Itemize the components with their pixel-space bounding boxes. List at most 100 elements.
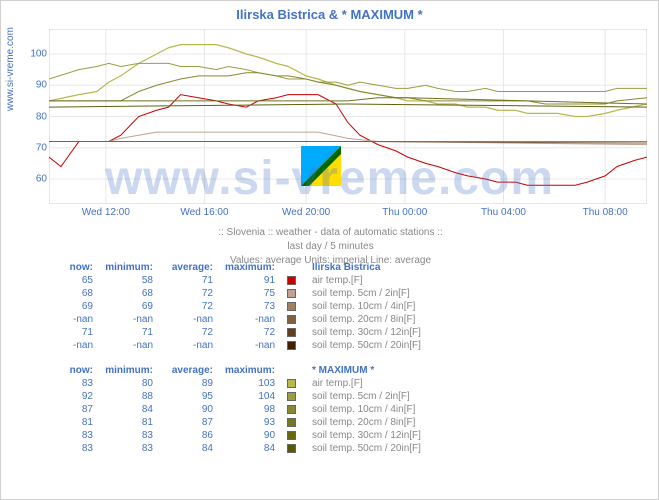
table-row: 69697273soil temp. 10cm / 4in[F]	[49, 300, 506, 313]
swatch-cell	[281, 313, 306, 326]
swatch-cell	[281, 429, 306, 442]
color-swatch	[287, 341, 296, 350]
data-table: now:minimum:average:maximum: Ilirska Bist…	[49, 261, 506, 352]
table-cell: -nan	[159, 339, 219, 352]
color-swatch	[287, 405, 296, 414]
table-row: 71717272soil temp. 30cm / 12in[F]	[49, 326, 506, 339]
table-cell: 90	[219, 429, 281, 442]
table-cell: 65	[49, 274, 99, 287]
table-row: 928895104 soil temp. 5cm / 2in[F]	[49, 390, 506, 403]
table-cell: -nan	[99, 313, 159, 326]
table-row: -nan-nan-nan-nansoil temp. 50cm / 20in[F…	[49, 339, 506, 352]
table-cell: -nan	[49, 313, 99, 326]
color-swatch	[287, 379, 296, 388]
table-cell: 83	[49, 429, 99, 442]
color-swatch	[287, 444, 296, 453]
swatch-cell	[281, 274, 306, 287]
color-swatch	[287, 392, 296, 401]
logo-icon	[301, 146, 341, 186]
swatch-cell	[281, 390, 306, 403]
series-label: soil temp. 50cm / 20in[F]	[306, 339, 506, 352]
table-cell: 68	[49, 287, 99, 300]
swatch-cell	[281, 416, 306, 429]
table-cell: 84	[219, 442, 281, 455]
color-swatch	[287, 328, 296, 337]
table-header: now:	[49, 364, 99, 377]
color-swatch	[287, 276, 296, 285]
table-cell: 86	[159, 429, 219, 442]
table-header: average:	[159, 261, 219, 274]
swatch-cell	[281, 377, 306, 390]
table-cell: 69	[99, 300, 159, 313]
data-tables: now:minimum:average:maximum:Ilirska Bist…	[49, 261, 629, 467]
table-cell: 104	[219, 390, 281, 403]
series-label: soil temp. 5cm / 2in[F]	[306, 287, 506, 300]
table-cell: 83	[49, 442, 99, 455]
table-cell: 58	[99, 274, 159, 287]
table-cell: 83	[99, 442, 159, 455]
series-label: soil temp. 20cm / 8in[F]	[306, 416, 506, 429]
table-row: 81818793soil temp. 20cm / 8in[F]	[49, 416, 506, 429]
series-label: air temp.[F]	[306, 377, 506, 390]
table-row: 83838484soil temp. 50cm / 20in[F]	[49, 442, 506, 455]
table-cell: 95	[159, 390, 219, 403]
line-chart	[49, 29, 647, 204]
table-cell: 83	[99, 429, 159, 442]
swatch-cell	[281, 287, 306, 300]
table-cell: 72	[159, 287, 219, 300]
color-swatch	[287, 289, 296, 298]
y-axis: 60708090100	[29, 29, 47, 204]
table-title: * MAXIMUM *	[306, 364, 506, 377]
table-cell: -nan	[219, 313, 281, 326]
table-cell: 90	[159, 403, 219, 416]
table-row: -nan-nan-nan-nansoil temp. 20cm / 8in[F]	[49, 313, 506, 326]
table-cell: 92	[49, 390, 99, 403]
table-cell: 98	[219, 403, 281, 416]
series-label: soil temp. 30cm / 12in[F]	[306, 326, 506, 339]
swatch-cell	[281, 326, 306, 339]
table-row: 87849098soil temp. 10cm / 4in[F]	[49, 403, 506, 416]
table-row: 838089103air temp.[F]	[49, 377, 506, 390]
table-header: maximum:	[219, 364, 281, 377]
table-header: minimum:	[99, 261, 159, 274]
color-swatch	[287, 418, 296, 427]
info-line: :: Slovenia :: weather - data of automat…	[1, 226, 659, 240]
series-label: soil temp. 10cm / 4in[F]	[306, 403, 506, 416]
swatch-cell	[281, 442, 306, 455]
table-cell: 93	[219, 416, 281, 429]
table-cell: 75	[219, 287, 281, 300]
info-line: last day / 5 minutes	[1, 240, 659, 254]
table-title: Ilirska Bistrica	[306, 261, 506, 274]
table-cell: 89	[159, 377, 219, 390]
series-label: soil temp. 20cm / 8in[F]	[306, 313, 506, 326]
series-label: soil temp. 30cm / 12in[F]	[306, 429, 506, 442]
table-cell: 81	[49, 416, 99, 429]
table-cell: -nan	[49, 339, 99, 352]
table-header: now:	[49, 261, 99, 274]
swatch-cell	[281, 300, 306, 313]
data-table: now:minimum:average:maximum:* MAXIMUM *8…	[49, 364, 506, 455]
table-cell: 72	[159, 300, 219, 313]
table-row: 83838690soil temp. 30cm / 12in[F]	[49, 429, 506, 442]
table-cell: 81	[99, 416, 159, 429]
table-cell: 71	[159, 274, 219, 287]
table-cell: 87	[159, 416, 219, 429]
table-cell: 68	[99, 287, 159, 300]
y-axis-label: www.si-vreme.com	[5, 27, 16, 111]
table-cell: 80	[99, 377, 159, 390]
table-cell: 88	[99, 390, 159, 403]
table-cell: -nan	[159, 313, 219, 326]
series-label: soil temp. 5cm / 2in[F]	[306, 390, 506, 403]
table-cell: 83	[49, 377, 99, 390]
color-swatch	[287, 302, 296, 311]
table-cell: 72	[219, 326, 281, 339]
series-label: air temp.[F]	[306, 274, 506, 287]
table-cell: 69	[49, 300, 99, 313]
table-cell: 73	[219, 300, 281, 313]
table-header: minimum:	[99, 364, 159, 377]
table-header: average:	[159, 364, 219, 377]
series-label: soil temp. 50cm / 20in[F]	[306, 442, 506, 455]
table-cell: 87	[49, 403, 99, 416]
color-swatch	[287, 315, 296, 324]
table-header: maximum:	[219, 261, 281, 274]
